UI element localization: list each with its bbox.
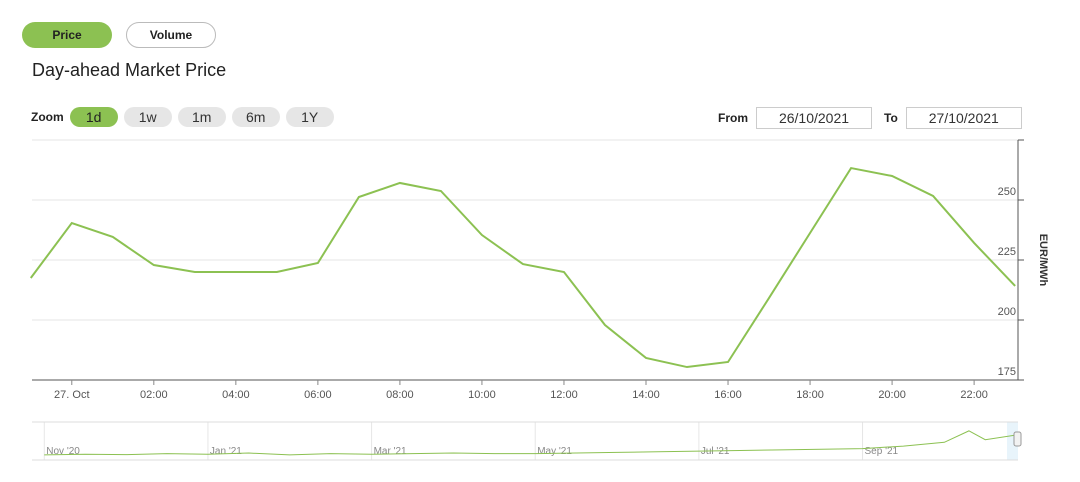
data-line — [29, 166, 1016, 369]
x-tick-label: 22:00 — [960, 389, 988, 401]
navigator-tick-label: May '21 — [537, 446, 572, 457]
x-tick-label: 20:00 — [878, 389, 906, 401]
zoom-button[interactable]: 1Y — [285, 107, 334, 127]
range-bar: From 26/10/2021 To 27/10/2021 — [718, 107, 1022, 129]
to-input[interactable]: 27/10/2021 — [905, 107, 1022, 129]
from-input[interactable]: 26/10/2021 — [756, 107, 872, 129]
x-tick-label: 18:00 — [796, 389, 824, 401]
navigator-tick-label: Jul '21 — [701, 446, 730, 457]
price-button[interactable]: Price — [22, 22, 112, 48]
zoom-button[interactable]: 6m — [231, 107, 280, 127]
zoom-label: Zoom — [31, 110, 64, 124]
x-tick-label: 04:00 — [222, 389, 250, 401]
x-tick-label: 06:00 — [304, 389, 332, 401]
data-line — [44, 430, 1019, 456]
navigator-tick-label: Sep '21 — [865, 446, 899, 457]
x-tick-label: 08:00 — [386, 389, 414, 401]
navigator-tick-label: Jan '21 — [210, 446, 242, 457]
y-tick-label: 225 — [998, 246, 1016, 258]
navigator-tick-label: Mar '21 — [374, 446, 407, 457]
x-tick-label: 12:00 — [550, 389, 578, 401]
navigator-tick-label: Nov '20 — [46, 446, 80, 457]
y-tick-label: 175 — [998, 366, 1016, 378]
zoom-button[interactable]: 1m — [177, 107, 226, 127]
x-tick-label: 27. Oct — [54, 389, 89, 401]
chart-title: Day-ahead Market Price — [32, 60, 227, 80]
y-axis-title: EUR/MWh — [1037, 234, 1049, 287]
to-label: To — [884, 111, 898, 125]
zoom-bar: Zoom 1d 1w 1m 6m 1Y — [31, 107, 340, 127]
zoom-button[interactable]: 1d — [69, 107, 118, 127]
x-tick-label: 10:00 — [468, 389, 496, 401]
navigator-mask — [1007, 422, 1018, 460]
y-tick-label: 250 — [998, 186, 1016, 198]
x-tick-label: 16:00 — [714, 389, 742, 401]
from-label: From — [718, 111, 748, 125]
x-tick-label: 14:00 — [632, 389, 660, 401]
volume-button[interactable]: Volume — [126, 22, 216, 48]
y-tick-label: 200 — [998, 306, 1016, 318]
zoom-button[interactable]: 1w — [123, 107, 172, 127]
x-tick-label: 02:00 — [140, 389, 168, 401]
navigator-handle — [1013, 431, 1022, 447]
